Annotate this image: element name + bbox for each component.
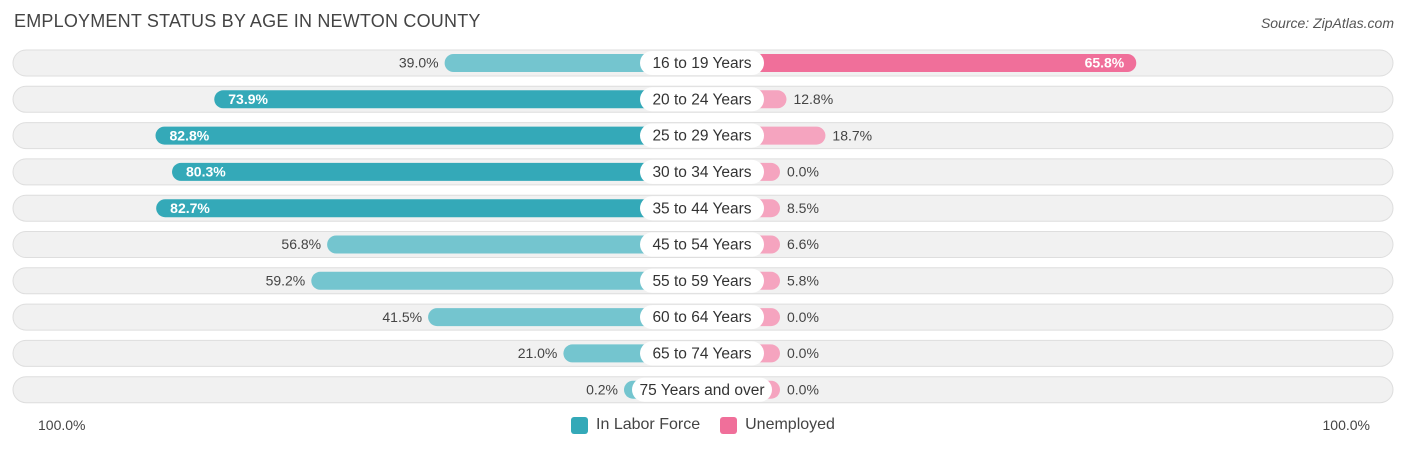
category-label: 16 to 19 Years — [652, 55, 751, 72]
bar-labor-force — [214, 90, 702, 109]
value-label-unemployed: 18.7% — [832, 127, 872, 143]
bar-labor-force — [156, 199, 702, 218]
category-label: 45 to 54 Years — [652, 237, 751, 254]
category-label: 65 to 74 Years — [652, 345, 751, 362]
category-pill — [640, 159, 764, 184]
category-pill — [640, 232, 764, 257]
category-label: 75 Years and over — [640, 382, 765, 399]
value-label-unemployed: 8.5% — [787, 200, 819, 216]
chart-plot: 39.0% 65.8% 16 to 19 Years 73.9% 12.8% 20 to … — [12, 49, 1394, 404]
value-label-labor: 41.5% — [382, 309, 422, 325]
category-pill — [640, 305, 764, 330]
value-label-unemployed: 0.0% — [787, 164, 819, 180]
value-label-labor: 21.0% — [518, 345, 558, 361]
value-label-unemployed: 0.0% — [787, 381, 819, 397]
bar-labor-force — [311, 271, 702, 290]
category-label: 25 to 29 Years — [652, 128, 751, 145]
legend-label-unemployed: Unemployed — [745, 416, 835, 433]
legend-label-labor: In Labor Force — [596, 416, 701, 433]
bar-labor-force — [155, 126, 702, 145]
category-pill — [632, 377, 772, 402]
category-pill — [640, 268, 764, 293]
chart-title: EMPLOYMENT STATUS BY AGE IN NEWTON COUNT… — [14, 11, 481, 31]
bar-labor-force — [172, 162, 702, 181]
category-pill — [640, 341, 764, 366]
value-label-unemployed: 12.8% — [793, 91, 833, 107]
source-label: Source: ZipAtlas.com — [1260, 15, 1394, 31]
axis-left-label: 100.0% — [38, 417, 86, 433]
legend-swatch-unemployed — [720, 416, 738, 434]
legend-swatch-labor — [571, 416, 589, 434]
category-label: 20 to 24 Years — [652, 91, 751, 108]
category-label: 35 to 44 Years — [652, 200, 751, 217]
value-label-unemployed: 0.0% — [787, 309, 819, 325]
value-label-unemployed: 0.0% — [787, 345, 819, 361]
legend-item-labor[interactable]: In Labor Force — [571, 416, 700, 434]
category-pill — [640, 51, 764, 75]
legend-item-unemployed[interactable]: Unemployed — [720, 416, 835, 434]
axis-right-label: 100.0% — [1322, 417, 1370, 433]
value-label-unemployed: 5.8% — [787, 273, 819, 289]
value-label-unemployed: 65.8% — [1085, 55, 1125, 71]
category-label: 60 to 64 Years — [652, 309, 751, 326]
value-label-labor: 82.8% — [170, 127, 210, 143]
category-pill — [640, 87, 764, 112]
value-label-unemployed: 6.6% — [787, 236, 819, 252]
bar-labor-force — [428, 308, 702, 327]
value-label-labor: 56.8% — [281, 236, 321, 252]
legend: In Labor Force Unemployed — [0, 416, 1406, 434]
bar-labor-force — [327, 235, 702, 254]
value-label-labor: 82.7% — [170, 200, 210, 216]
bar-unemployed — [702, 54, 1137, 72]
category-label: 30 to 34 Years — [652, 164, 751, 181]
category-pill — [640, 123, 764, 148]
value-label-labor: 0.2% — [586, 381, 618, 397]
value-label-labor: 80.3% — [186, 164, 226, 180]
value-label-labor: 73.9% — [228, 91, 268, 107]
value-label-labor: 59.2% — [266, 273, 306, 289]
value-label-labor: 39.0% — [399, 55, 439, 71]
category-pill — [640, 196, 764, 221]
category-label: 55 to 59 Years — [652, 273, 751, 290]
bar-labor-force — [444, 54, 702, 72]
